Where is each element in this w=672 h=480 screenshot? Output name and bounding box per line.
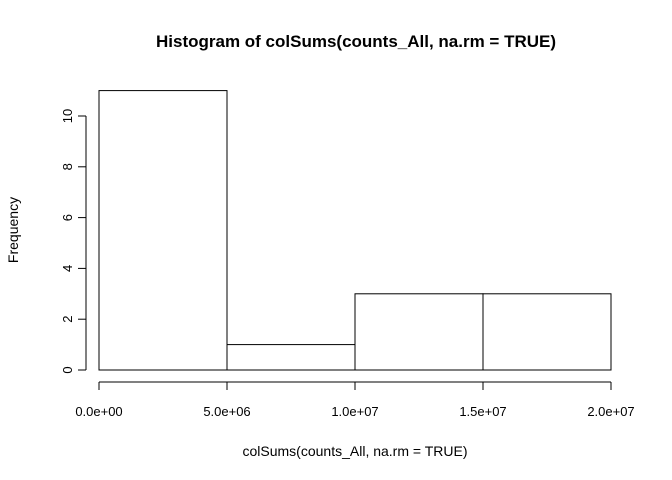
y-axis: 0 2 4 6 8 10 [60, 109, 87, 374]
y-tick-label: 10 [60, 109, 75, 123]
x-tick-label: 1.0e+07 [331, 404, 378, 419]
x-tick-label: 1.5e+07 [459, 404, 506, 419]
histogram-bar-1 [98, 90, 228, 371]
histogram-bar-3 [354, 293, 484, 371]
bars-group [98, 90, 612, 371]
x-axis: 0.0e+00 5.0e+06 1.0e+07 1.5e+07 2.0e+07 [75, 381, 635, 419]
y-tick-label: 2 [60, 316, 75, 323]
y-tick-label: 8 [60, 163, 75, 170]
x-axis-label: colSums(counts_All, na.rm = TRUE) [243, 443, 468, 459]
x-tick-label: 5.0e+06 [203, 404, 250, 419]
y-tick-label: 4 [60, 265, 75, 272]
y-tick-label: 0 [60, 366, 75, 373]
y-tick-label: 6 [60, 214, 75, 221]
histogram-bar-4 [482, 293, 612, 371]
x-tick-label: 2.0e+07 [587, 404, 634, 419]
y-axis-label: Frequency [5, 197, 21, 263]
x-tick-label: 0.0e+00 [75, 404, 122, 419]
chart-title: Histogram of colSums(counts_All, na.rm =… [156, 32, 556, 51]
histogram-bar-2 [226, 344, 356, 371]
